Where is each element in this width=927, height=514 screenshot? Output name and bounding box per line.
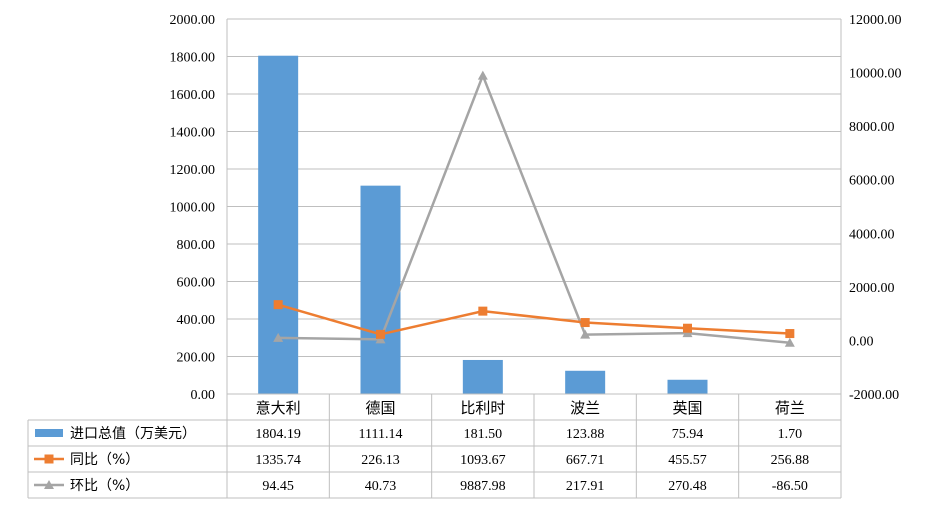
data-cell: 217.91	[566, 479, 605, 494]
triangle-marker	[784, 337, 795, 347]
right-tick-label: 10000.00	[849, 67, 902, 82]
legend-key-bar	[35, 429, 63, 437]
right-tick-label: -2000.00	[849, 388, 899, 403]
right-tick-label: 2000.00	[849, 281, 895, 296]
left-tick-label: 1200.00	[170, 163, 216, 178]
square-marker	[580, 318, 590, 328]
triangle-marker	[477, 70, 488, 80]
left-axis-ticks: 0.00 200.00 400.00 600.00 800.00 1000.00 1200.…	[170, 13, 216, 403]
square-marker	[376, 329, 385, 339]
square-marker	[785, 329, 795, 339]
left-tick-label: 1400.00	[170, 126, 216, 141]
series-line	[278, 72, 790, 344]
legend-label: 进口总值（万美元）	[70, 426, 196, 442]
right-tick-label: 12000.00	[849, 13, 902, 28]
category-label: 英国	[672, 399, 702, 417]
square-marker	[683, 323, 692, 333]
line-series	[273, 70, 795, 347]
data-cell: 1804.19	[255, 427, 301, 442]
data-cell: 455.57	[668, 453, 707, 468]
left-tick-label: 800.00	[177, 238, 216, 253]
legend-key-marker	[44, 454, 54, 464]
right-tick-label: 0.00	[849, 334, 874, 349]
legend-label: 同比（%）	[70, 452, 139, 468]
data-cell: 40.73	[365, 479, 397, 494]
bar	[360, 185, 401, 394]
category-label: 波兰	[570, 399, 600, 417]
left-tick-label: 1000.00	[170, 201, 216, 216]
triangle-marker	[580, 329, 591, 339]
data-cell: 667.71	[566, 453, 605, 468]
legend-label: 环比（%）	[70, 478, 139, 494]
bar	[667, 379, 708, 394]
data-cell: 226.13	[361, 453, 400, 468]
category-label: 荷兰	[775, 399, 805, 417]
bar-series	[258, 55, 810, 395]
right-tick-label: 6000.00	[849, 174, 895, 189]
data-cell: -86.50	[772, 479, 808, 494]
data-cell: 9887.98	[460, 479, 506, 494]
right-axis-ticks: -2000.00 0.00 2000.00 4000.00 6000.00 8000.00…	[849, 13, 902, 403]
category-label: 意大利	[256, 399, 301, 417]
square-marker	[273, 300, 283, 310]
left-tick-label: 600.00	[177, 276, 216, 291]
left-tick-label: 1600.00	[170, 88, 216, 103]
legend-key-marker	[44, 480, 54, 489]
left-tick-label: 200.00	[177, 351, 216, 366]
data-cell: 94.45	[262, 479, 294, 494]
bar	[258, 55, 299, 394]
data-cell: 75.94	[672, 427, 704, 442]
series-line	[277, 303, 790, 336]
data-cell: 1335.74	[255, 453, 301, 468]
bar	[565, 370, 606, 394]
square-marker	[478, 306, 488, 316]
bar	[462, 359, 503, 394]
category-label: 德国	[365, 399, 395, 417]
right-tick-label: 4000.00	[849, 227, 895, 242]
left-tick-label: 1800.00	[170, 51, 216, 66]
data-cell: 270.48	[668, 479, 707, 494]
left-tick-label: 0.00	[191, 388, 216, 403]
data-cell: 1.70	[778, 427, 803, 442]
left-tick-label: 400.00	[177, 313, 216, 328]
triangle-marker	[273, 332, 284, 342]
right-tick-label: 8000.00	[849, 120, 895, 135]
category-label: 比利时	[460, 399, 505, 417]
data-cell: 1093.67	[460, 453, 506, 468]
data-cell: 1111.14	[359, 427, 403, 442]
data-cell: 181.50	[464, 427, 503, 442]
data-cell: 123.88	[566, 427, 605, 442]
data-cell: 256.88	[771, 453, 810, 468]
left-tick-label: 2000.00	[170, 13, 216, 28]
